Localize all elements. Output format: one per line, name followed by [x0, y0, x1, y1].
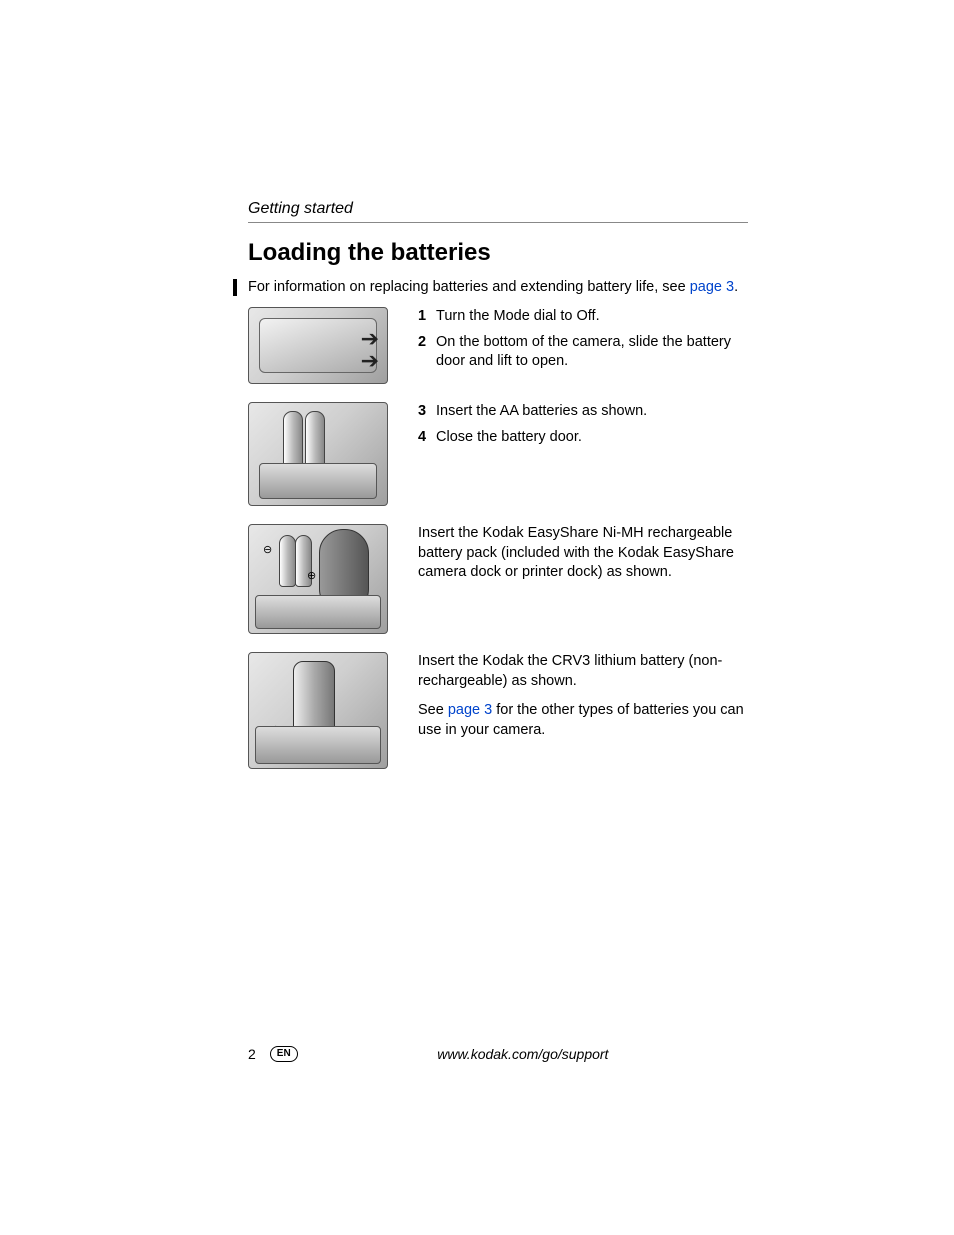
- crv3-paragraph-2: See page 3 for the other types of batter…: [418, 701, 748, 740]
- illustration-aa-batteries: [248, 402, 386, 506]
- step-1: 1 Turn the Mode dial to Off.: [418, 307, 748, 327]
- step-text: On the bottom of the camera, slide the b…: [436, 333, 748, 372]
- step-number: 3: [418, 402, 436, 422]
- language-badge: EN: [270, 1046, 298, 1062]
- step-4: 4 Close the battery door.: [418, 428, 748, 448]
- illustration-nimh-pack: ⊖ ⊕: [248, 524, 386, 634]
- step-2: 2 On the bottom of the camera, slide the…: [418, 333, 748, 372]
- page-link[interactable]: page 3: [448, 702, 492, 718]
- section-header: Getting started: [248, 200, 748, 223]
- step-text: Close the battery door.: [436, 428, 582, 448]
- support-url: www.kodak.com/go/support: [298, 1046, 748, 1062]
- nimh-paragraph: Insert the Kodak EasyShare Ni-MH recharg…: [418, 524, 748, 583]
- intro-suffix: .: [734, 279, 738, 295]
- step-text: Insert the AA batteries as shown.: [436, 402, 647, 422]
- intro-paragraph: For information on replacing batteries a…: [248, 279, 748, 295]
- instruction-row-2: 3 Insert the AA batteries as shown. 4 Cl…: [248, 402, 748, 506]
- step-text: Turn the Mode dial to Off.: [436, 307, 600, 327]
- step-number: 4: [418, 428, 436, 448]
- illustration-crv3-battery: ⊕ ⊖: [248, 652, 386, 769]
- instruction-row-3: ⊖ ⊕ Insert the Kodak EasyShare Ni-MH rec…: [248, 524, 748, 634]
- step-number: 2: [418, 333, 436, 372]
- instruction-row-4: ⊕ ⊖ Insert the Kodak the CRV3 lithium ba…: [248, 652, 748, 769]
- page-link[interactable]: page 3: [690, 279, 734, 295]
- p2-prefix: See: [418, 702, 448, 718]
- page-number: 2: [248, 1046, 256, 1062]
- page-title: Loading the batteries: [248, 239, 748, 267]
- intro-prefix: For information on replacing batteries a…: [248, 279, 690, 295]
- instruction-row-1: ➔ ➔ 1 Turn the Mode dial to Off. 2 On th…: [248, 307, 748, 384]
- page-footer: 2 EN www.kodak.com/go/support: [248, 1046, 748, 1062]
- crv3-paragraph-1: Insert the Kodak the CRV3 lithium batter…: [418, 652, 748, 691]
- step-3: 3 Insert the AA batteries as shown.: [418, 402, 748, 422]
- illustration-slide-door: ➔ ➔: [248, 307, 386, 384]
- step-number: 1: [418, 307, 436, 327]
- change-bar: [233, 279, 237, 296]
